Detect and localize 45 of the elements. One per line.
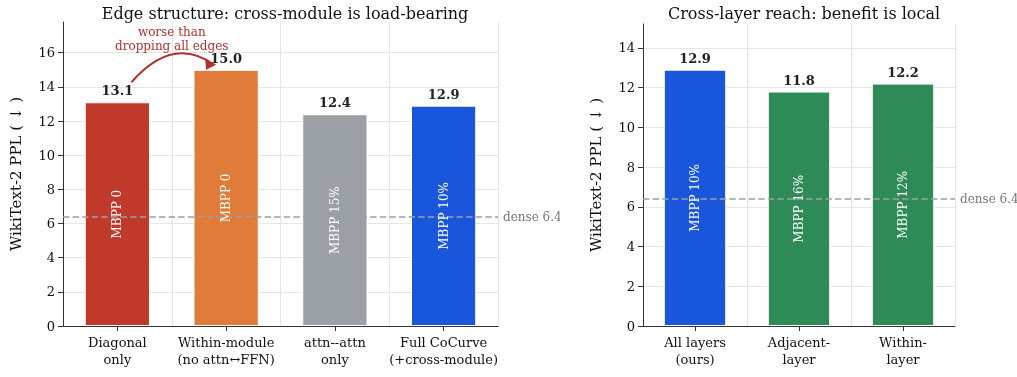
- x-tick-label: Within-module (no attn↔FFN): [177, 335, 275, 367]
- y-tick-label: 12: [38, 113, 55, 129]
- y-tick-label: 6: [46, 216, 55, 232]
- chart-title: Edge structure: cross-module is load-bearing: [101, 3, 469, 23]
- y-tick-label: 16: [38, 45, 55, 61]
- data-label: 12.4: [319, 95, 351, 111]
- data-label: 11.8: [783, 72, 815, 88]
- x-tick-label: attn--attn only: [303, 335, 367, 367]
- data-label: 12.2: [887, 64, 919, 80]
- y-tick-label: 0: [46, 318, 55, 334]
- y-tick-label: 14: [618, 40, 635, 56]
- x-tick-label: Adjacent- layer: [766, 335, 831, 367]
- data-label: 13.1: [101, 83, 134, 99]
- y-axis-title: WikiText-2 PPL ( ↓ ): [586, 97, 605, 253]
- y-tick-label: 8: [626, 159, 635, 175]
- y-tick-label: 10: [618, 119, 635, 135]
- y-tick-label: 4: [46, 250, 55, 266]
- x-tick-label: Diagonal only: [87, 335, 147, 367]
- bar: [767, 91, 831, 326]
- chart-title: Cross-layer reach: benefit is local: [667, 3, 941, 23]
- y-tick-label: 12: [618, 80, 635, 96]
- y-tick-label: 2: [626, 278, 635, 294]
- annotation: MBPP 0: [219, 173, 234, 223]
- x-tick-label: Within- layer: [879, 335, 927, 367]
- annotation: worse than dropping all edges: [115, 25, 229, 53]
- bar: [871, 83, 935, 326]
- annotation: MBPP 15%: [327, 186, 342, 254]
- bar: [663, 69, 727, 326]
- y-tick-label: 4: [626, 239, 635, 255]
- y-tick-label: 0: [626, 318, 635, 334]
- annotation: MBPP 0: [110, 189, 125, 239]
- annotation: MBPP 10%: [436, 181, 451, 250]
- y-axis-title: WikiText-2 PPL ( ↓ ): [6, 96, 25, 252]
- y-tick-label: 10: [38, 147, 55, 163]
- annotation: MBPP 10%: [688, 163, 702, 232]
- y-tick-label: 14: [38, 79, 55, 95]
- x-tick-label: All layers (ours): [663, 335, 726, 367]
- y-tick-label: 8: [46, 181, 55, 197]
- data-label: 12.9: [679, 50, 711, 66]
- annotation: MBPP 12%: [896, 170, 910, 239]
- y-tick-label: 6: [626, 199, 635, 215]
- x-tick-label: Full CoCurve (+cross-module): [389, 335, 499, 367]
- annotation: MBPP 16%: [792, 174, 806, 243]
- y-tick-label: 2: [46, 284, 55, 300]
- data-label: 12.9: [427, 86, 460, 102]
